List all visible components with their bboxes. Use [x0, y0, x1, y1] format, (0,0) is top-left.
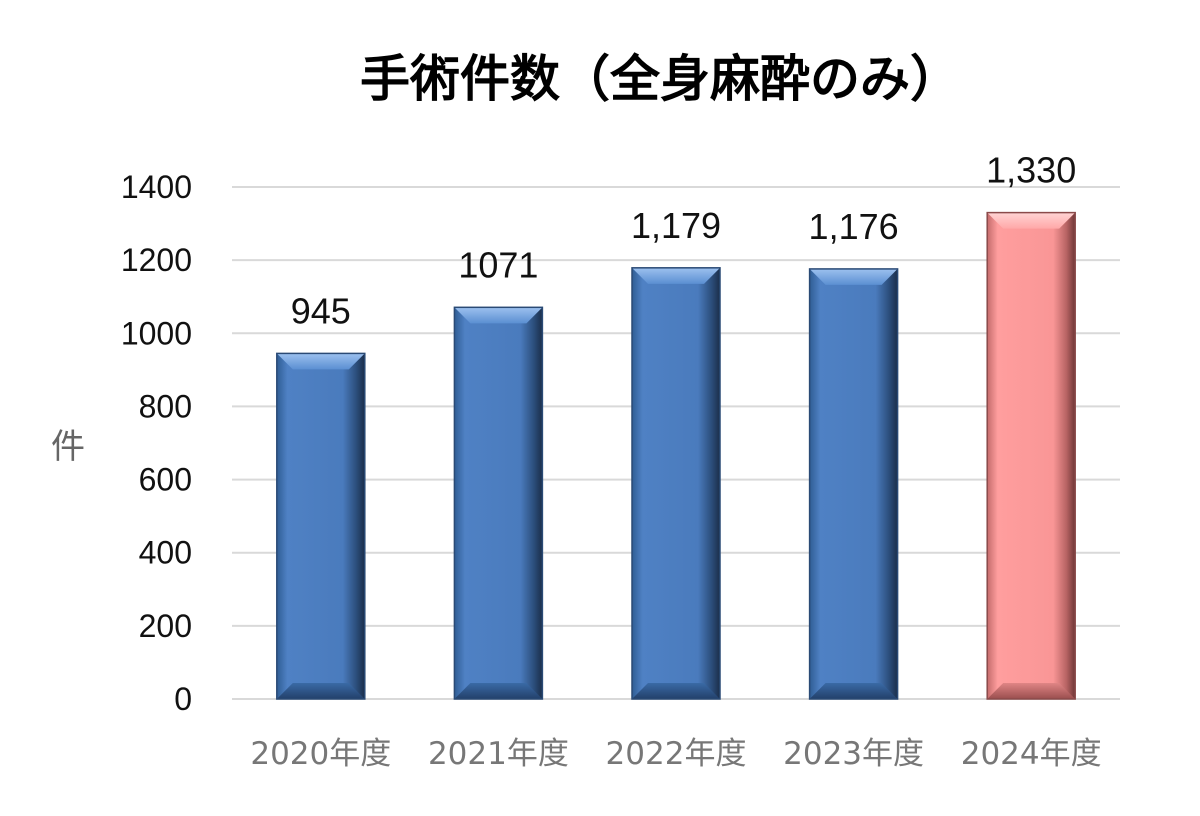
x-tick-label: 2021年度	[428, 736, 569, 772]
x-tick-label: 2020年度	[250, 736, 391, 772]
y-tick-label: 1200	[121, 242, 192, 278]
chart-title: 手術件数（全身麻酔のみ）	[360, 50, 960, 108]
bar-bevel-bottom	[454, 683, 543, 699]
y-tick-label: 200	[139, 608, 192, 644]
bar-body	[809, 268, 898, 699]
bar-bevel-bottom	[276, 683, 365, 699]
bar	[453, 306, 544, 700]
y-axis-ticks: 0 200 400 600 800 1000 1200 1400	[121, 169, 192, 717]
bar-bevel-top	[454, 307, 543, 324]
bar	[276, 352, 366, 700]
y-tick-label: 800	[139, 388, 192, 424]
data-label: 1,330	[986, 150, 1076, 191]
bar-bevel-bottom	[987, 683, 1076, 699]
y-tick-label: 1000	[121, 315, 192, 351]
y-tick-label: 0	[174, 681, 192, 717]
bar-outline	[808, 268, 899, 700]
data-label: 1071	[458, 244, 538, 285]
data-labels: 945 1071 1,179 1,176 1,330	[291, 150, 1076, 332]
x-axis-ticks: 2020年度 2021年度 2022年度 2023年度 2024年度	[250, 736, 1101, 772]
bar-outline	[453, 306, 544, 700]
x-tick-label: 2024年度	[961, 736, 1102, 772]
bar-bevel-bottom	[809, 683, 898, 699]
data-label: 1,176	[809, 206, 899, 247]
bar	[986, 211, 1076, 700]
y-tick-label: 400	[139, 535, 192, 571]
bar-outline	[986, 211, 1076, 700]
bars	[276, 211, 1076, 700]
bar-body	[987, 212, 1076, 699]
bar-body	[632, 267, 720, 699]
bar-bevel-top	[276, 353, 365, 370]
y-tick-label: 1400	[121, 169, 192, 205]
y-axis-label: 件	[51, 427, 85, 467]
bar	[631, 267, 721, 700]
bar-bevel-top	[809, 268, 898, 285]
data-label: 945	[291, 290, 351, 331]
bar-outline	[276, 352, 366, 700]
y-tick-label: 600	[139, 462, 192, 498]
bar-bevel-top	[632, 267, 720, 284]
x-tick-label: 2023年度	[783, 736, 924, 772]
data-label: 1,179	[631, 205, 721, 246]
bar	[808, 268, 899, 700]
x-tick-label: 2022年度	[606, 736, 747, 772]
bar-body	[454, 307, 543, 699]
bar-bevel-top	[987, 212, 1076, 229]
bar-outline	[631, 267, 721, 700]
bar-bevel-bottom	[632, 683, 720, 699]
bar-body	[276, 353, 365, 699]
